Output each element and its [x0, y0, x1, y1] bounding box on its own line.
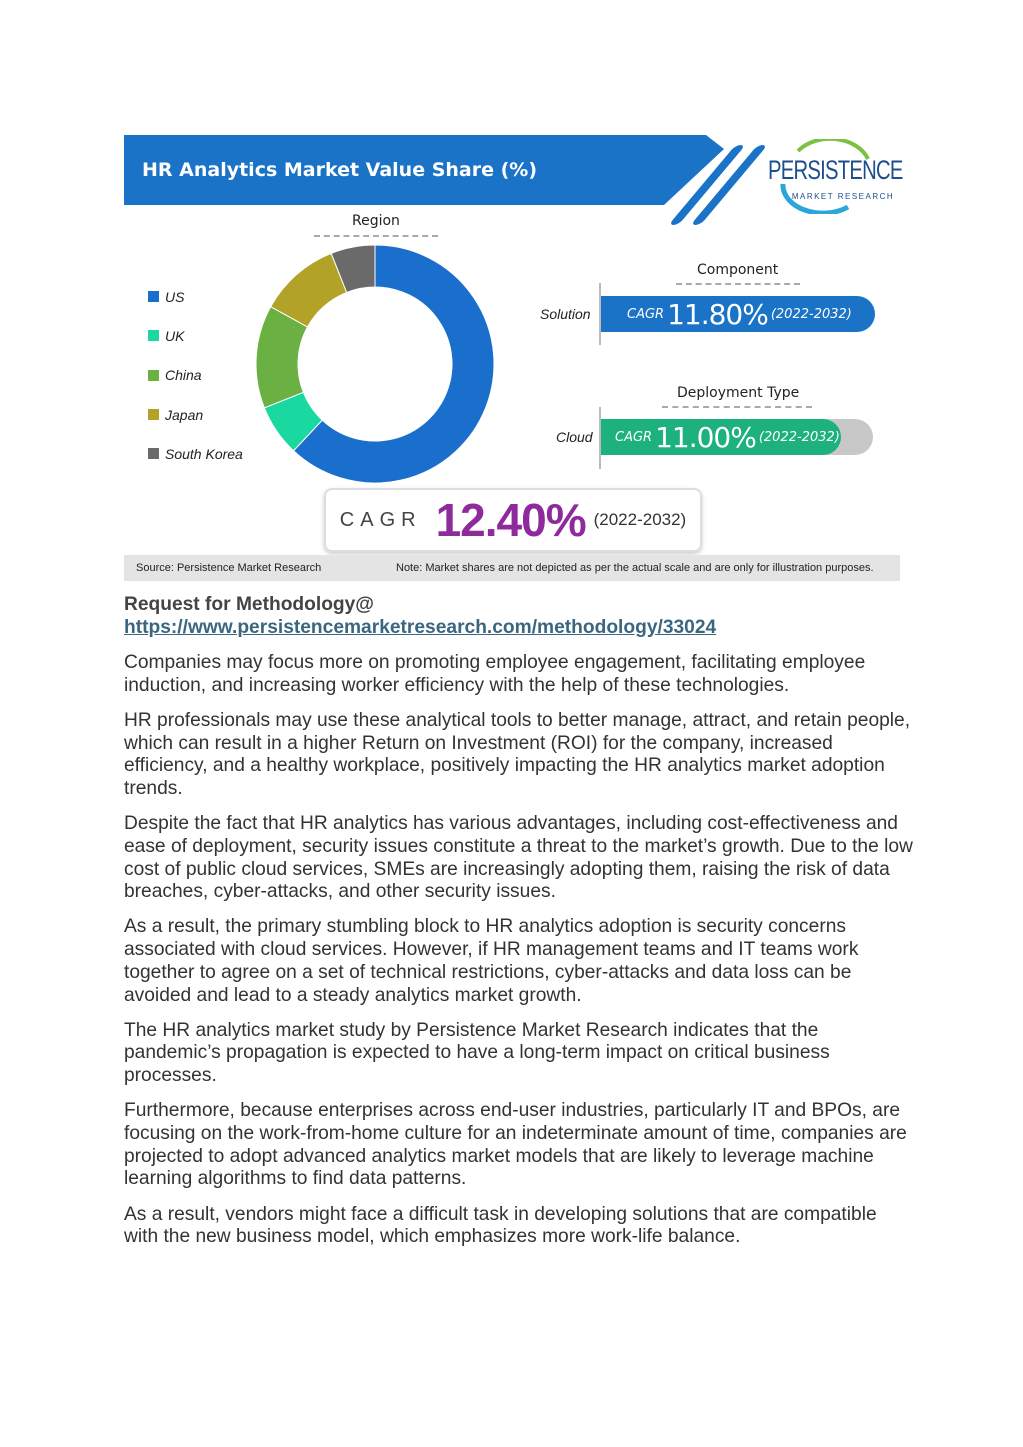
legend-item: US	[148, 277, 243, 316]
deployment-type-label: Deployment Type	[677, 385, 800, 401]
legend-label: South Korea	[165, 445, 243, 462]
donut-slice-south-korea	[330, 244, 376, 294]
legend-swatch	[148, 330, 159, 342]
legend-label: US	[165, 288, 185, 305]
methodology-link[interactable]: https://www.persistencemarketresearch.co…	[124, 616, 717, 638]
legend-swatch	[148, 448, 159, 460]
legend-label: China	[165, 367, 202, 384]
legend-item: Japan	[148, 395, 243, 434]
legend-label: Japan	[165, 406, 204, 423]
legend: US UK China Japan South Korea	[148, 277, 243, 473]
divider	[599, 283, 601, 345]
paragraph: As a result, the primary stumbling block…	[124, 916, 859, 1006]
divider	[662, 406, 812, 408]
paragraph: Furthermore, because enterprises across …	[124, 1100, 907, 1190]
title-banner: HR Analytics Market Value Share (%)	[124, 135, 724, 205]
solution-label: Solution	[540, 306, 591, 322]
divider	[599, 407, 601, 469]
legend-item: China	[148, 356, 243, 395]
note-text: Note: Market shares are not depicted as …	[396, 562, 874, 574]
footer-bar: Source: Persistence Market Research Note…	[124, 555, 900, 581]
legend-item: UK	[148, 316, 243, 355]
paragraph: As a result, vendors might face a diffic…	[124, 1203, 877, 1248]
overall-cagr-box: CAGR 12.40% (2022-2032)	[324, 488, 702, 552]
infographic: HR Analytics Market Value Share (%) PERS…	[124, 135, 903, 581]
legend-label: UK	[165, 327, 185, 344]
region-label: Region	[352, 213, 400, 229]
divider	[314, 235, 438, 237]
divider	[676, 283, 800, 285]
component-cagr-bar: CAGR 11.80% (2022-2032)	[601, 296, 875, 332]
article-body: Request for Methodology@ https://www.per…	[124, 594, 914, 1262]
source-text: Source: Persistence Market Research	[136, 562, 322, 574]
legend-swatch	[148, 409, 159, 421]
cloud-label: Cloud	[556, 429, 593, 445]
paragraph: HR professionals may use these analytica…	[124, 709, 911, 799]
legend-swatch	[148, 291, 159, 303]
legend-item: South Korea	[148, 434, 243, 473]
paragraph: Despite the fact that HR analytics has v…	[124, 813, 913, 903]
paragraph: Companies may focus more on promoting em…	[124, 651, 866, 696]
donut-slice-us	[292, 244, 495, 484]
infographic-title: HR Analytics Market Value Share (%)	[142, 159, 538, 181]
logo: PERSISTENCE MARKET RESEARCH	[768, 139, 918, 214]
component-label: Component	[697, 262, 779, 278]
paragraph: The HR analytics market study by Persist…	[124, 1019, 830, 1087]
logo-swoosh-icon	[780, 139, 870, 214]
request-methodology: Request for Methodology@ https://www.per…	[124, 594, 717, 638]
deployment-cagr-bar: CAGR 11.00% (2022-2032)	[601, 419, 841, 455]
region-donut-chart	[255, 244, 495, 484]
legend-swatch	[148, 369, 159, 381]
